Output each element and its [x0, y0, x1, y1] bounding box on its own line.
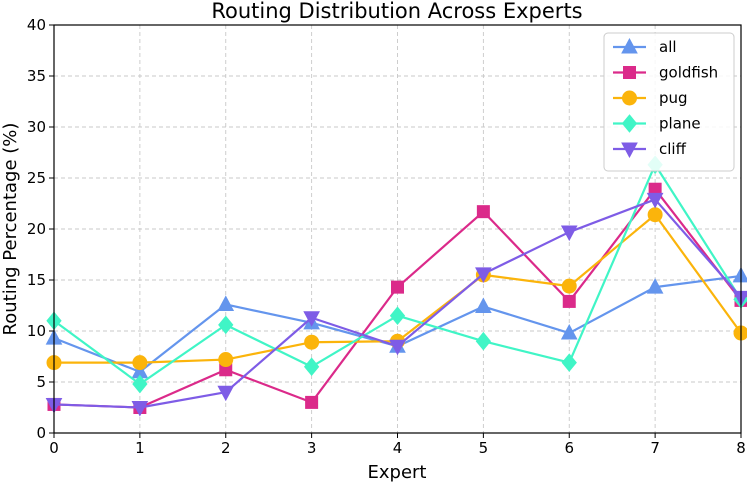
legend: all goldfish pug plane cliff [603, 32, 735, 172]
data-point-plane [218, 315, 234, 335]
data-point-pug [561, 278, 577, 294]
data-point-cliff [131, 401, 149, 417]
x-tick-label: 8 [736, 439, 746, 457]
data-point-all [217, 295, 235, 311]
legend-marker [622, 90, 637, 106]
data-point-cliff [389, 339, 406, 356]
y-tick-label: 30 [27, 118, 46, 136]
x-axis-label: Expert [368, 462, 427, 483]
y-tick-label: 40 [27, 16, 46, 34]
legend-marker [621, 37, 638, 54]
x-tick-label: 0 [49, 439, 59, 457]
legend-box [603, 32, 735, 172]
data-point-cliff [303, 311, 320, 327]
data-point-plane [561, 353, 577, 372]
series-layer [45, 155, 747, 417]
data-point-goldfish [562, 294, 576, 308]
data-point-cliff [217, 385, 235, 402]
x-tick-label: 4 [393, 439, 403, 457]
series-cliff [45, 192, 747, 417]
x-axis-ticks: 0 1 2 3 4 5 6 7 8 [49, 433, 746, 457]
data-point-goldfish [476, 205, 490, 219]
data-point-pug [132, 355, 148, 371]
legend-label: all [659, 38, 677, 56]
y-tick-label: 0 [36, 424, 46, 442]
legend-item-cliff: cliff [613, 140, 687, 159]
data-point-all [732, 266, 747, 283]
data-point-plane [475, 331, 492, 351]
data-point-pug [304, 334, 320, 350]
chart-title: Routing Distribution Across Experts [211, 0, 582, 23]
legend-label: plane [659, 115, 701, 133]
legend-marker [621, 114, 638, 133]
series-plane [46, 155, 747, 394]
x-tick-label: 6 [564, 439, 574, 457]
data-point-goldfish [391, 280, 404, 294]
legend-item-all: all [613, 37, 677, 56]
data-point-cliff [560, 225, 578, 242]
legend-item-pug: pug [613, 89, 688, 107]
data-point-cliff [475, 267, 492, 283]
data-point-pug [218, 352, 234, 368]
x-tick-label: 3 [307, 439, 317, 457]
data-point-pug [647, 207, 663, 223]
y-axis-label: Routing Percentage (%) [0, 123, 21, 336]
legend-label: pug [659, 89, 688, 107]
y-tick-label: 25 [27, 169, 46, 187]
legend-item-plane: plane [613, 114, 701, 133]
y-tick-label: 15 [27, 271, 46, 289]
data-point-plane [389, 306, 406, 325]
y-tick-label: 35 [27, 67, 46, 85]
y-tick-label: 10 [27, 322, 46, 340]
x-tick-label: 1 [135, 439, 145, 457]
legend-item-goldfish: goldfish [613, 64, 718, 82]
data-point-all [646, 278, 664, 294]
data-point-goldfish [305, 395, 319, 409]
legend-label: goldfish [659, 64, 718, 82]
legend-label: cliff [659, 140, 687, 158]
x-tick-label: 2 [221, 439, 231, 457]
x-tick-label: 7 [650, 439, 660, 457]
y-tick-label: 5 [36, 373, 46, 391]
legend-marker [623, 66, 636, 79]
y-tick-label: 20 [27, 220, 46, 238]
legend-marker [621, 142, 638, 159]
data-point-all [475, 297, 492, 314]
x-tick-label: 5 [479, 439, 489, 457]
data-point-all [560, 323, 578, 340]
data-point-plane [303, 357, 320, 376]
data-point-cliff [646, 192, 664, 209]
data-point-plane [132, 374, 148, 394]
y-axis-ticks: 0 5 10 15 20 25 30 35 40 [27, 16, 54, 442]
